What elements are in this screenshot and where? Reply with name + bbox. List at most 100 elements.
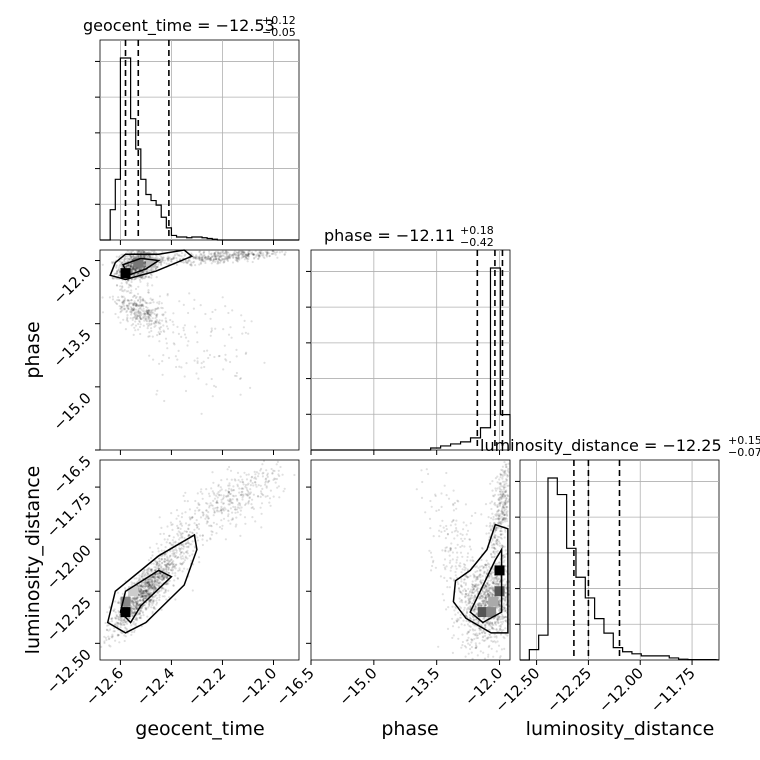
scatter-point xyxy=(170,260,173,263)
scatter-point xyxy=(143,570,146,573)
scatter-point xyxy=(132,267,135,270)
scatter-point xyxy=(213,253,216,256)
scatter-point xyxy=(251,253,254,256)
scatter-point xyxy=(131,267,134,271)
scatter-point xyxy=(178,365,181,368)
scatter-point xyxy=(228,465,231,469)
scatter-point xyxy=(201,538,204,541)
scatter-point xyxy=(480,582,483,585)
scatter-point xyxy=(503,610,507,613)
scatter-point xyxy=(130,313,133,316)
scatter-point xyxy=(492,623,495,627)
scatter-point xyxy=(172,584,175,587)
scatter-point xyxy=(146,251,149,254)
scatter-point xyxy=(266,494,269,498)
scatter-point xyxy=(236,471,240,474)
scatter-point xyxy=(236,511,239,514)
scatter-point xyxy=(120,265,123,268)
scatter-point xyxy=(269,504,272,507)
scatter-point xyxy=(211,255,214,258)
scatter-point xyxy=(189,263,192,266)
scatter-point xyxy=(210,262,213,265)
scatter-point xyxy=(219,253,222,256)
scatter-point xyxy=(245,351,248,354)
scatter-point xyxy=(208,258,211,261)
scatter-point xyxy=(110,620,114,623)
scatter-point xyxy=(262,252,265,255)
scatter-point xyxy=(478,632,481,635)
scatter-point xyxy=(198,256,201,259)
scatter-point xyxy=(130,270,133,273)
scatter-point xyxy=(222,328,225,331)
scatter-point xyxy=(204,312,207,316)
scatter-point xyxy=(201,497,204,500)
scatter-point xyxy=(123,639,126,643)
scatter-point xyxy=(495,489,498,492)
scatter-point xyxy=(140,251,143,254)
scatter-point xyxy=(161,373,164,376)
scatter-point xyxy=(158,326,161,329)
scatter-point xyxy=(143,575,146,578)
scatter-point xyxy=(182,303,185,306)
scatter-point xyxy=(441,549,444,552)
scatter-point xyxy=(146,312,149,315)
scatter-point xyxy=(266,250,269,253)
scatter-point xyxy=(131,269,134,272)
scatter-point xyxy=(460,623,463,626)
scatter-point xyxy=(169,554,172,557)
scatter-point xyxy=(193,260,196,263)
scatter-point xyxy=(198,250,201,253)
scatter-point xyxy=(132,267,135,270)
scatter-point xyxy=(507,462,510,465)
scatter-point xyxy=(469,522,472,525)
scatter-point xyxy=(458,589,461,592)
scatter-point xyxy=(186,261,189,264)
scatter-point xyxy=(264,250,267,253)
scatter-point xyxy=(242,254,245,257)
scatter-point xyxy=(495,514,498,518)
scatter-point xyxy=(206,515,210,518)
scatter-point xyxy=(141,584,144,588)
scatter-point xyxy=(160,526,163,530)
scatter-point xyxy=(130,633,133,637)
scatter-point xyxy=(222,258,225,261)
scatter-point xyxy=(254,520,257,523)
scatter-point xyxy=(165,570,168,573)
scatter-point xyxy=(451,617,454,620)
scatter-point xyxy=(150,606,153,609)
scatter-point xyxy=(139,255,142,258)
scatter-point xyxy=(236,506,240,509)
scatter-point xyxy=(112,630,115,633)
scatter-point xyxy=(118,271,121,274)
scatter-point xyxy=(495,650,498,653)
scatter-point xyxy=(434,493,437,496)
scatter-point xyxy=(506,634,509,637)
scatter-point xyxy=(456,543,459,546)
scatter-point xyxy=(259,252,262,255)
scatter-point xyxy=(266,252,269,255)
scatter-point xyxy=(210,330,213,333)
scatter-point xyxy=(446,533,449,536)
scatter-point xyxy=(210,530,213,533)
scatter-point xyxy=(128,251,131,254)
scatter-point xyxy=(161,257,164,260)
scatter-point xyxy=(121,285,124,288)
scatter-point xyxy=(130,263,133,266)
scatter-point xyxy=(175,263,178,266)
scatter-point xyxy=(136,597,139,600)
scatter-point xyxy=(498,486,501,489)
scatter-point xyxy=(499,529,502,533)
scatter-point xyxy=(493,536,497,539)
scatter-point xyxy=(213,258,216,261)
scatter-point xyxy=(125,281,128,284)
scatter-point xyxy=(145,319,148,322)
scatter-point xyxy=(276,460,279,463)
scatter-point xyxy=(502,620,505,623)
scatter-point xyxy=(174,540,177,543)
scatter-point xyxy=(498,542,501,545)
scatter-point xyxy=(503,514,506,517)
scatter-point xyxy=(202,260,205,263)
scatter-point xyxy=(119,311,122,314)
scatter-point xyxy=(192,549,195,553)
scatter-point xyxy=(157,557,160,560)
